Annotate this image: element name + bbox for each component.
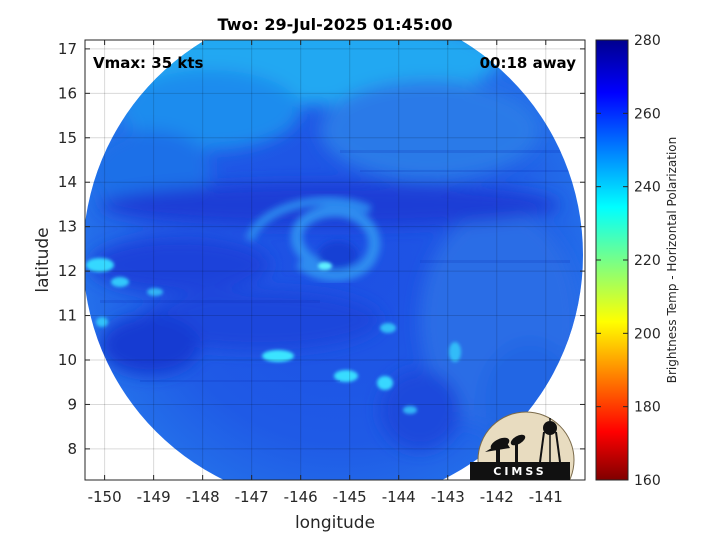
microwave-swath [85,40,583,480]
y-tick-label: 12 [58,262,77,280]
colorbar-tick-label: 260 [634,106,661,122]
chart-title: Two: 29-Jul-2025 01:45:00 [218,15,453,34]
x-tick-label: -143 [431,488,465,506]
y-tick-label: 11 [58,307,77,325]
vmax-label: Vmax: 35 kts [93,54,203,72]
grid [85,40,585,480]
x-tick-label: -142 [480,488,514,506]
logo-text: CIMSS [493,465,546,478]
colorbar-ticks: 160 180 200 220 240 260 280 [596,33,661,489]
y-tick-label: 17 [58,40,77,58]
axes-box [84,39,586,481]
colorbar-gradient [595,39,629,481]
swath-texture [100,150,580,382]
x-tick-label: -141 [529,488,563,506]
y-axis-label: latitude [33,227,53,292]
storm-spiral [245,196,381,282]
colorbar-label: Brightness Temp - Horizontal Polarizatio… [665,137,679,384]
colorbar-tick-label: 180 [634,400,661,416]
colorbar-tick-label: 240 [634,180,661,196]
x-axis-label: longitude [295,513,375,533]
time-away-label: 00:18 away [480,54,577,72]
y-tick-label: 15 [58,129,77,147]
x-tick-label: -147 [235,488,269,506]
colorbar-tick-label: 200 [634,326,661,342]
colorbar: 160 180 200 220 240 260 280 Brightness Temp - … [595,33,679,489]
x-tick-label: -150 [88,488,122,506]
y-tick-label: 16 [58,84,77,102]
y-tick-label: 13 [58,218,77,236]
x-tick-label: -149 [137,488,171,506]
x-tick-label: -144 [382,488,416,506]
colorbar-tick-label: 220 [634,253,661,269]
y-tick-label: 10 [58,351,77,369]
y-tick-label: 14 [58,173,77,191]
colorbar-tick-label: 160 [634,473,661,489]
colorbar-tick-label: 280 [634,33,661,49]
axis-ticks: -150 -149 -148 -147 -146 -145 -144 -143 -142 -141… [58,40,585,506]
y-tick-label: 9 [67,395,77,413]
convective-spots [86,258,461,414]
x-tick-label: -145 [333,488,367,506]
cimss-logo: CIMSS [470,411,575,480]
water-tower-icon [543,421,557,435]
x-tick-label: -146 [284,488,318,506]
plot-area: -150 -149 -148 -147 -146 -145 -144 -143 -142 -141… [58,39,586,506]
y-tick-label: 8 [67,440,77,458]
x-tick-label: -148 [186,488,220,506]
